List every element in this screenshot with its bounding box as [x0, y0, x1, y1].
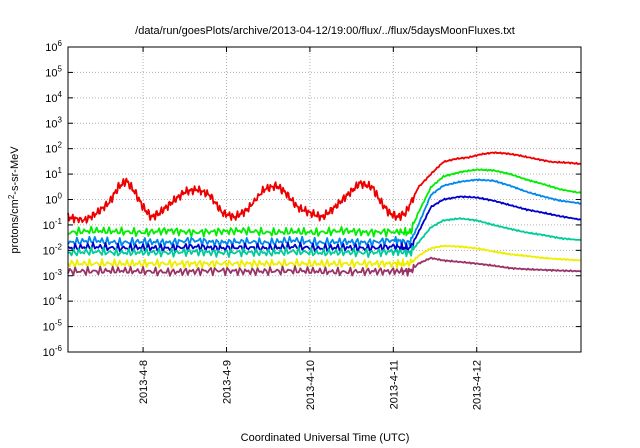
series-line: [67, 217, 582, 259]
y-axis-ticks: 10610510410310210110010-110-210-310-410-…: [43, 39, 581, 359]
y-tick-label: 103: [45, 115, 62, 130]
y-tick-label: 10-6: [43, 344, 63, 359]
y-tick-label: 101: [45, 166, 62, 181]
y-tick-exponent: -3: [55, 268, 63, 277]
y-tick-exponent: 1: [58, 166, 63, 175]
x-tick-label: 2013-4-9: [221, 360, 233, 404]
y-tick-base: 10: [43, 322, 55, 334]
y-tick-base: 10: [43, 220, 55, 232]
y-tick-base: 10: [43, 271, 55, 283]
y-tick-exponent: 6: [58, 39, 63, 48]
y-axis-label-sup: 2: [7, 194, 16, 199]
series-line: [67, 195, 582, 254]
y-tick-label: 10-4: [43, 293, 63, 308]
x-axis-ticks: 2013-4-8 2013-4-9 2013-4-10 2013-4-11 2013-4…: [138, 47, 484, 410]
x-axis-label: Coordinated Universal Time (UTC): [241, 432, 410, 444]
series-lines: [67, 151, 582, 277]
y-tick-base: 10: [45, 42, 57, 54]
y-tick-exponent: -4: [55, 293, 63, 302]
y-tick-label: 102: [45, 141, 62, 156]
series-line: [67, 256, 582, 277]
y-tick-label: 10-5: [43, 319, 63, 334]
x-tick-label: 2013-4-8: [138, 360, 150, 404]
y-tick-exponent: 2: [58, 141, 63, 150]
y-tick-base: 10: [43, 296, 55, 308]
y-tick-base: 10: [45, 144, 57, 156]
y-tick-base: 10: [43, 347, 55, 359]
y-tick-label: 10-1: [43, 217, 63, 232]
y-tick-base: 10: [45, 195, 57, 207]
y-axis-label-base: protons/cm: [9, 199, 21, 253]
y-tick-base: 10: [45, 118, 57, 130]
y-tick-exponent: 0: [58, 192, 63, 201]
series-line: [67, 178, 582, 248]
y-tick-label: 100: [45, 192, 62, 207]
y-tick-exponent: 5: [58, 64, 63, 73]
y-tick-label: 10-3: [43, 268, 63, 283]
y-tick-exponent: 4: [58, 90, 63, 99]
series-line: [67, 151, 582, 224]
x-tick-label: 2013-4-12: [472, 360, 484, 410]
x-tick-label: 2013-4-11: [388, 360, 400, 409]
y-axis-label: protons/cm2-s-sr-MeV: [7, 146, 21, 254]
series-line: [67, 244, 582, 270]
series-line: [67, 168, 582, 238]
grid: [68, 47, 581, 352]
y-tick-label: 10-2: [43, 242, 63, 257]
y-tick-label: 106: [45, 39, 62, 54]
y-tick-exponent: -6: [55, 344, 63, 353]
y-tick-label: 104: [45, 90, 62, 105]
y-tick-base: 10: [45, 93, 57, 105]
y-tick-exponent: -1: [55, 217, 63, 226]
y-axis-label-rest: -s-sr-MeV: [9, 146, 21, 195]
y-tick-exponent: 3: [58, 115, 63, 124]
y-tick-label: 105: [45, 64, 62, 79]
x-tick-label: 2013-4-10: [305, 360, 317, 410]
y-tick-base: 10: [43, 245, 55, 257]
y-tick-base: 10: [45, 169, 57, 181]
chart-title: /data/run/goesPlots/archive/2013-04-12/1…: [135, 25, 515, 37]
plot-frame: [67, 46, 582, 353]
y-tick-base: 10: [45, 67, 57, 79]
y-tick-exponent: -5: [55, 319, 63, 328]
y-tick-exponent: -2: [55, 242, 63, 251]
